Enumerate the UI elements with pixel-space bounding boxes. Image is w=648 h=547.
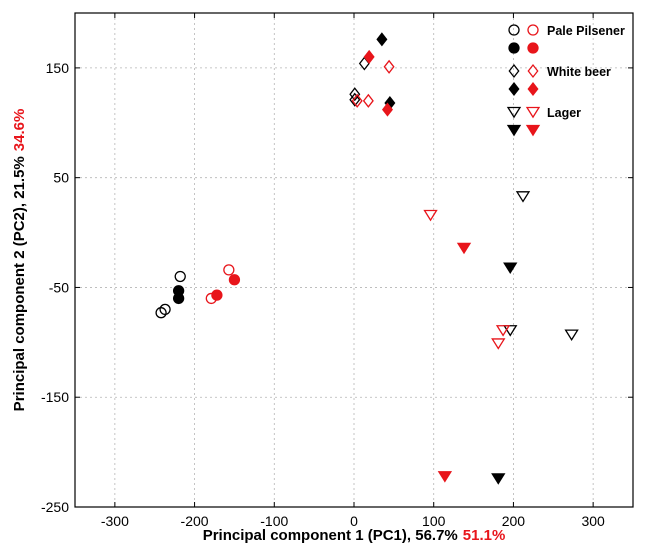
legend-marker xyxy=(508,63,520,79)
legend-marker xyxy=(525,124,541,137)
triangle-down-data-point xyxy=(503,325,518,337)
triangle-down-data-point xyxy=(491,473,506,485)
diamond-data-point xyxy=(381,102,393,117)
legend-marker xyxy=(508,81,520,97)
legend-label: White beer xyxy=(547,65,611,79)
x-tick-label: -100 xyxy=(260,513,288,529)
diamond-data-point xyxy=(383,59,395,74)
triangle-down-data-point xyxy=(495,325,511,337)
triangle-down-data-point xyxy=(456,242,472,255)
x-tick-label: -300 xyxy=(101,513,129,529)
diamond-data-point xyxy=(362,93,374,108)
legend: Pale Pilsener White beer Lager xyxy=(506,24,625,137)
x-tick-label: 100 xyxy=(422,513,446,529)
x-tick-label: 0 xyxy=(350,513,358,529)
triangle-down-data-point xyxy=(564,329,579,341)
grid-lines xyxy=(75,13,633,508)
y-axis-title-extra: 34.6% xyxy=(11,109,28,152)
legend-marker xyxy=(525,106,541,119)
diamond-data-point xyxy=(349,87,361,102)
legend-marker xyxy=(527,24,539,36)
x-axis-title: Principal component 1 (PC1), 56.7% 51.1% xyxy=(203,527,506,544)
y-axis-title-main: Principal component 2 (PC2), 21.5% xyxy=(11,156,28,411)
legend-marker xyxy=(508,42,520,54)
x-axis-title-extra: 51.1% xyxy=(463,527,506,544)
circle-data-point xyxy=(172,292,185,305)
circle-data-point xyxy=(211,289,223,301)
x-tick-label: 300 xyxy=(581,513,605,529)
legend-label: Lager xyxy=(547,106,581,120)
triangle-down-data-point xyxy=(437,471,453,483)
y-axis-title: Principal component 2 (PC2), 21.5% 34.6% xyxy=(11,109,28,412)
circle-data-point xyxy=(155,307,167,319)
data-points xyxy=(155,32,579,485)
y-tick-label: 150 xyxy=(46,60,70,76)
diamond-data-point xyxy=(363,49,375,64)
legend-label: Pale Pilsener xyxy=(547,24,625,38)
legend-marker xyxy=(506,124,522,137)
y-tick-label: -150 xyxy=(41,389,69,405)
legend-marker xyxy=(527,42,539,54)
diamond-data-point xyxy=(376,32,388,47)
legend-marker xyxy=(506,106,522,119)
x-axis-title-main: Principal component 1 (PC1), 56.7% xyxy=(203,527,458,544)
legend-marker xyxy=(527,81,539,97)
x-tick-label: 200 xyxy=(502,513,526,529)
x-tick-label: -200 xyxy=(181,513,209,529)
circle-data-point xyxy=(228,274,241,286)
triangle-down-data-point xyxy=(423,209,438,222)
circle-data-point xyxy=(174,270,186,283)
triangle-down-data-point xyxy=(515,191,531,203)
circle-data-point xyxy=(223,264,235,276)
diamond-data-point xyxy=(349,92,361,107)
y-tick-label: -250 xyxy=(41,499,69,515)
y-tick-label: 50 xyxy=(53,170,69,186)
triangle-down-data-point xyxy=(491,338,506,350)
triangle-down-data-point xyxy=(503,262,518,275)
legend-marker xyxy=(508,24,520,36)
plot-area-frame xyxy=(74,12,634,508)
legend-marker xyxy=(527,63,539,79)
y-tick-label: -50 xyxy=(49,279,69,295)
circle-data-point xyxy=(159,303,171,316)
diamond-data-point xyxy=(351,93,363,108)
